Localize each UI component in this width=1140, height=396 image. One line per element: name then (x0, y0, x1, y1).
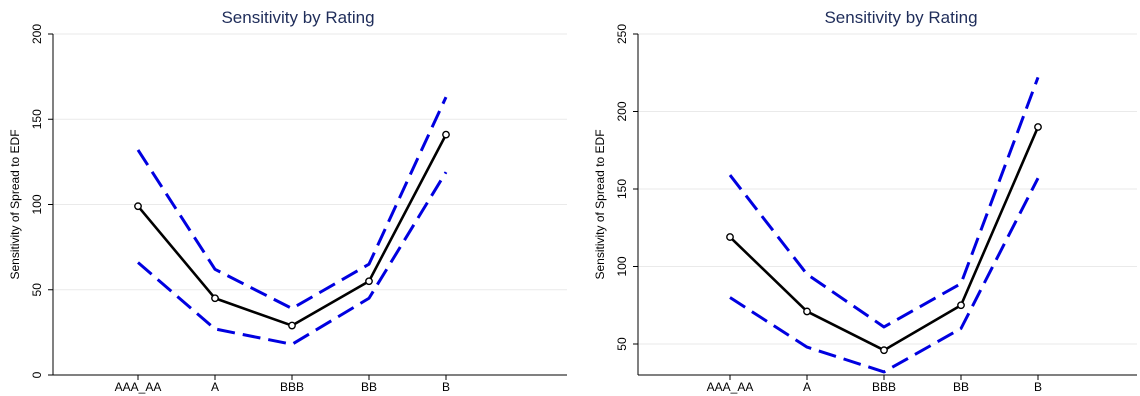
y-axis-label: Sensitivity of Spread to EDF (8, 129, 22, 279)
series-line-estimate (137, 133, 448, 327)
y-tick-label: 200 (615, 101, 629, 121)
y-tick-label: 100 (30, 194, 44, 214)
data-point-marker (134, 202, 142, 211)
y-tick-label: 50 (615, 337, 629, 351)
series-line-lower-ci (729, 177, 1040, 374)
y-tick-label: 0 (30, 371, 44, 378)
x-tick-label: AAA_AA (115, 380, 162, 394)
series-line-upper-ci (136, 96, 448, 311)
chart-title: Sensitivity by Rating (824, 8, 977, 27)
y-tick-label: 150 (30, 109, 44, 129)
x-tick-label: A (211, 380, 219, 394)
data-point-marker (211, 294, 219, 303)
x-tick-label: BBB (280, 380, 304, 394)
data-point-marker (803, 307, 811, 316)
chart-right: Sensitivity by Rating 50 100 150 200 250 Sensi… (593, 8, 1137, 394)
data-point-marker (442, 130, 450, 139)
x-tick-label: A (803, 380, 811, 394)
data-point-marker (1034, 123, 1042, 131)
data-point-marker (957, 301, 965, 310)
y-tick-label: 150 (615, 179, 629, 199)
y-axis-label: Sensitivity of Spread to EDF (593, 129, 607, 279)
x-tick-label: B (1034, 380, 1042, 394)
data-point-marker (365, 277, 373, 286)
y-tick-label: 50 (30, 283, 44, 297)
x-tick-label: BB (953, 380, 969, 394)
chart-left: Sensitivity by Rating 0 50 100 150 200 Sensiti… (8, 8, 567, 394)
x-tick-label: AAA_AA (707, 380, 754, 394)
y-tick-label: 100 (615, 256, 629, 276)
data-point-marker (726, 233, 734, 241)
data-point-marker (288, 321, 296, 330)
chart-title: Sensitivity by Rating (221, 8, 374, 27)
x-tick-label: B (442, 380, 450, 394)
series-line-lower-ci (137, 171, 448, 346)
series-line-estimate (729, 126, 1040, 352)
series-line-upper-ci (728, 76, 1040, 329)
x-tick-label: BBB (872, 380, 896, 394)
y-tick-label: 250 (615, 24, 629, 44)
x-tick-label: BB (361, 380, 377, 394)
data-point-marker (880, 346, 888, 355)
y-tick-label: 200 (30, 24, 44, 44)
